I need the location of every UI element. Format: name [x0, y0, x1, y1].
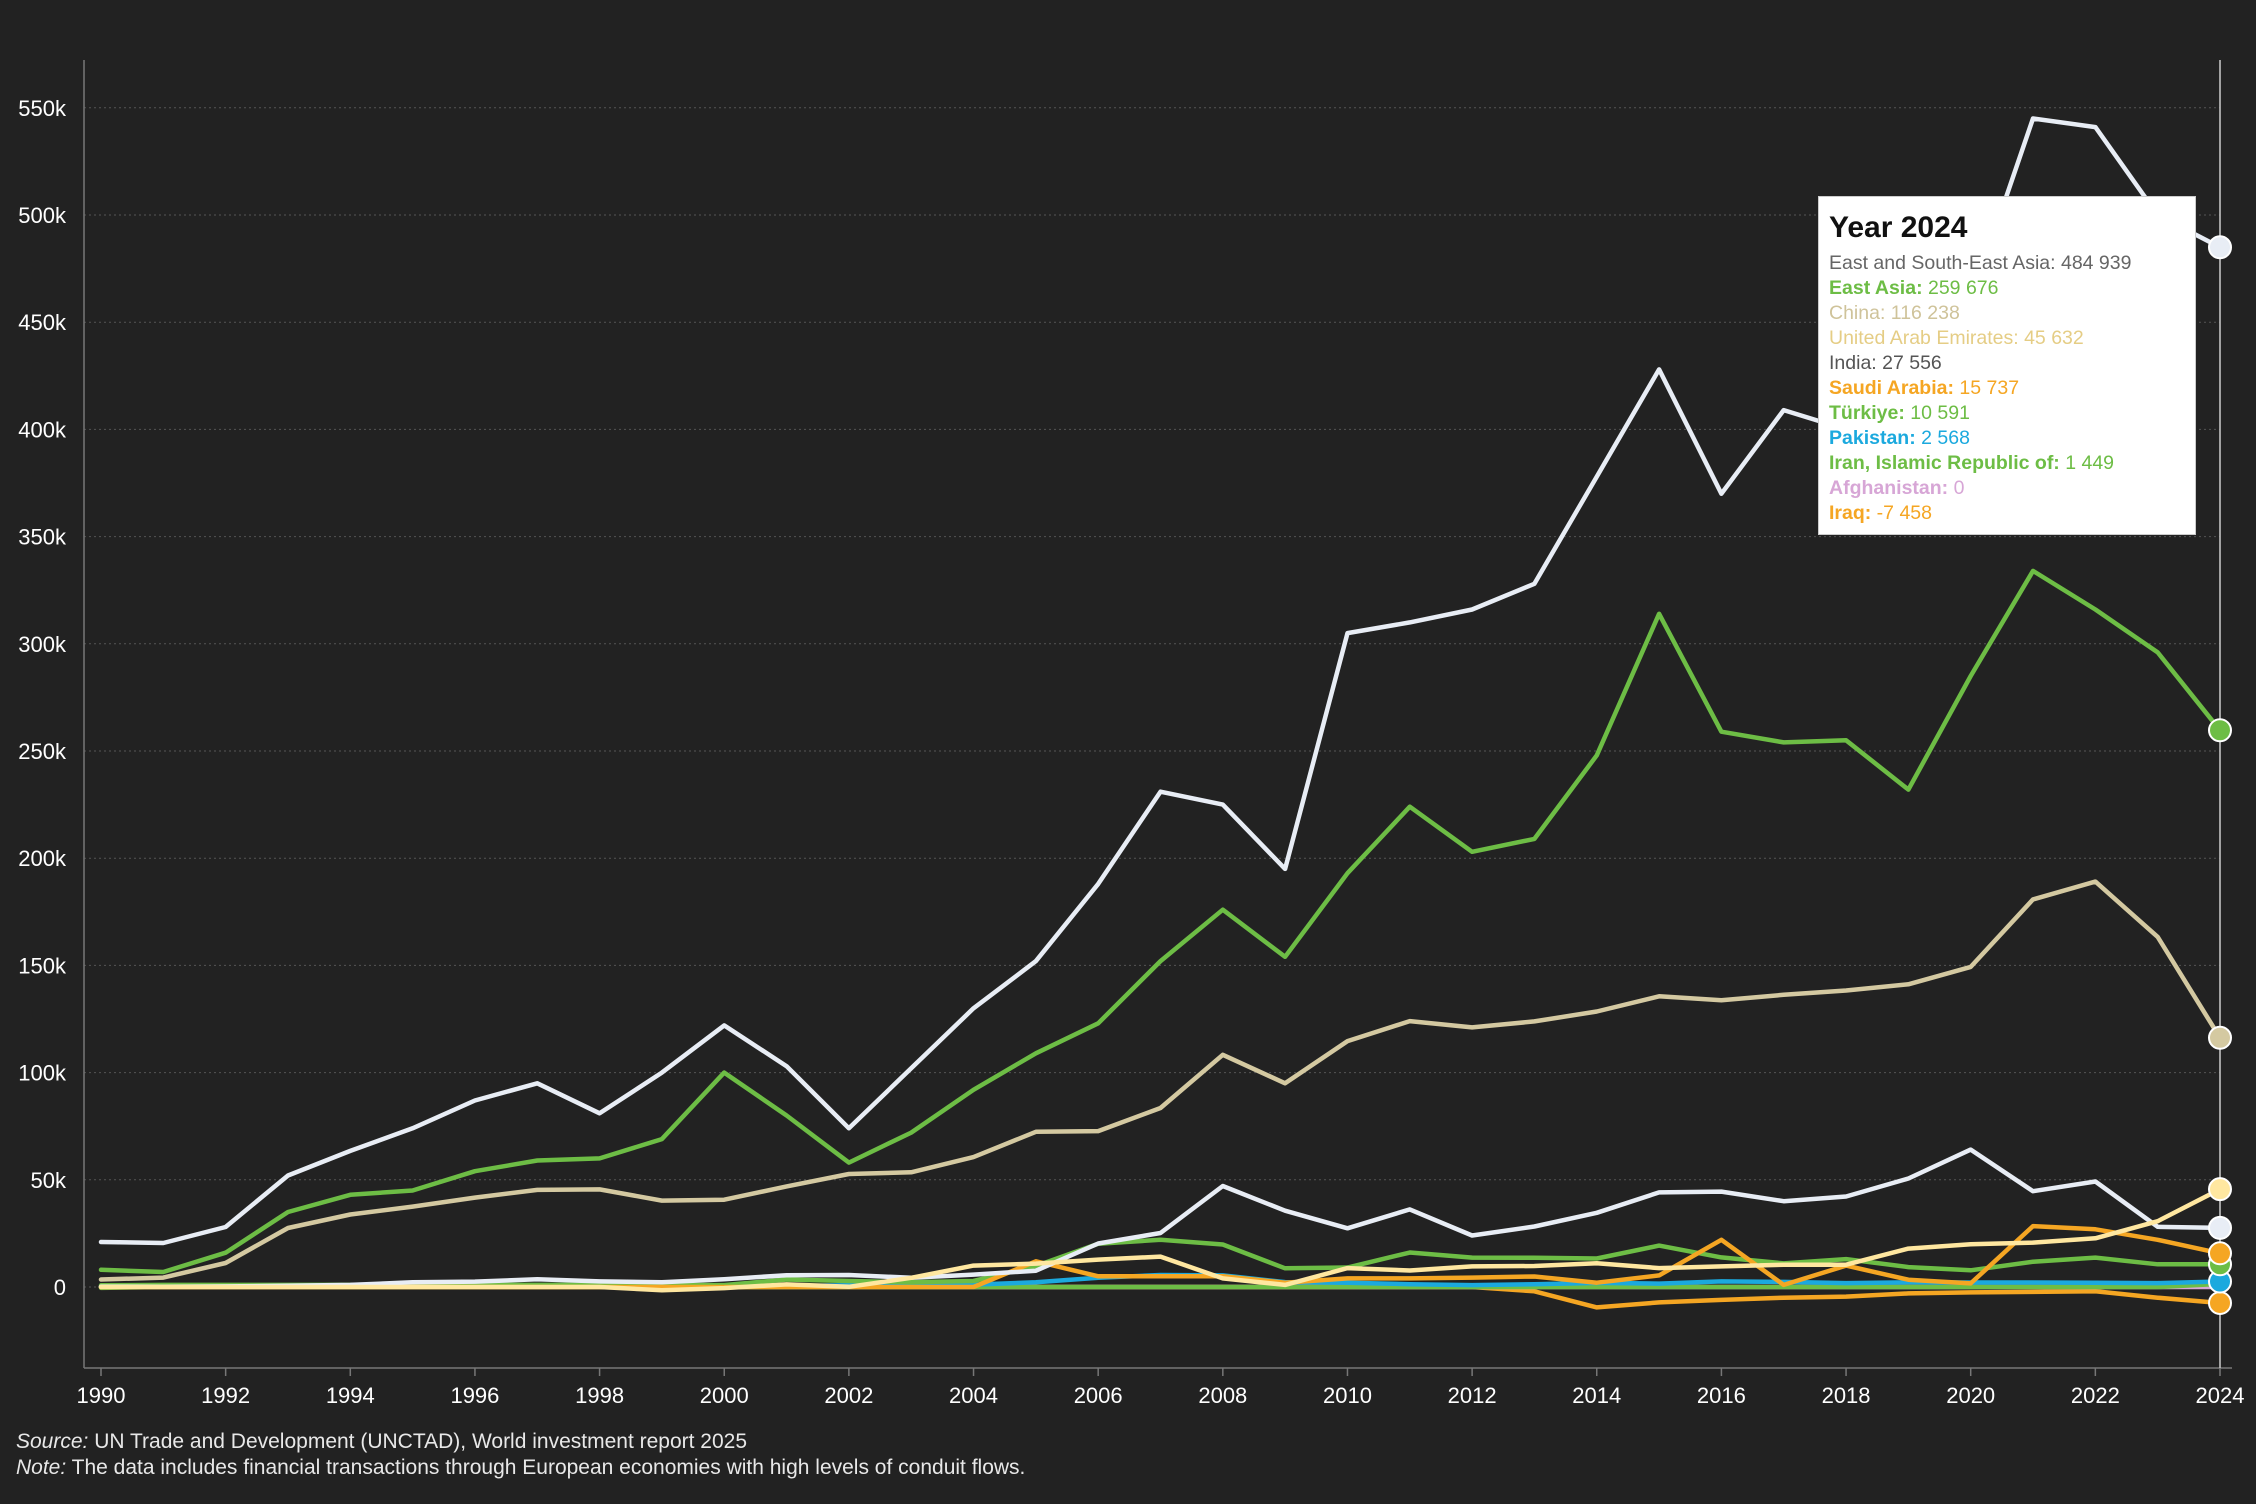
tooltip-row-label: China: [1829, 302, 1886, 324]
tooltip-title: Year 2024 [1829, 211, 1968, 244]
x-tick-label: 2010 [1323, 1383, 1372, 1408]
tooltip-row: United Arab Emirates: 45 632 [1829, 326, 2185, 351]
tooltip-row: Pakistan: 2 568 [1829, 426, 2185, 451]
tooltip-row-value: 15 737 [1953, 377, 2020, 399]
y-tick-label: 50k [31, 1168, 67, 1193]
note-line: Note: The data includes financial transa… [16, 1455, 1025, 1481]
x-tick-label: 2014 [1572, 1383, 1621, 1408]
x-tick-label: 1996 [450, 1383, 499, 1408]
highlight-marker[interactable] [2208, 1215, 2232, 1240]
x-tick-label: 1992 [201, 1383, 250, 1408]
highlight-marker[interactable] [2208, 1025, 2232, 1050]
y-tick-label: 0 [54, 1275, 66, 1300]
footer: Source: UN Trade and Development (UNCTAD… [16, 1429, 1025, 1481]
tooltip-row: Afghanistan: 0 [1829, 476, 2185, 501]
tooltip-row-value: 45 632 [2018, 327, 2084, 349]
source-text: UN Trade and Development (UNCTAD), World… [88, 1430, 748, 1453]
x-tick-label: 2022 [2071, 1383, 2120, 1408]
note-text: The data includes financial transactions… [66, 1456, 1026, 1479]
highlight-marker[interactable] [2208, 718, 2232, 743]
series-line-iraq[interactable] [98, 1284, 2223, 1310]
x-tick-label: 1990 [77, 1383, 126, 1408]
tooltip-row: Iran, Islamic Republic of: 1 449 [1829, 451, 2185, 476]
tooltip-row: East and South-East Asia: 484 939 [1829, 251, 2185, 276]
series-line-east-asia[interactable] [98, 568, 2223, 1275]
tooltip-row: Saudi Arabia: 15 737 [1829, 376, 2185, 401]
tooltip-row-value: 484 939 [2055, 252, 2132, 274]
axes [83, 60, 2232, 1369]
y-tick-label: 300k [18, 632, 67, 657]
y-tick-label: 500k [18, 203, 67, 228]
y-tick-label: 250k [18, 739, 67, 764]
x-tick-label: 2002 [824, 1383, 873, 1408]
tooltip-row: China: 116 238 [1829, 301, 2185, 326]
tooltip-rows: East and South-East Asia: 484 939 East As… [1829, 251, 2185, 526]
x-tick-label: 2018 [1822, 1383, 1871, 1408]
tooltip-row: Iraq: -7 458 [1829, 501, 2185, 526]
tooltip-row: East Asia: 259 676 [1829, 276, 2185, 301]
tooltip-row-value: 1 449 [2059, 452, 2115, 474]
highlight-marker[interactable] [2208, 235, 2232, 260]
tooltip-row-label: Iran, Islamic Republic of: [1829, 452, 2060, 474]
tooltip-row: Türkiye: 10 591 [1829, 401, 2185, 426]
tooltip-row-value: 10 591 [1904, 402, 1970, 424]
tooltip-row-label: Saudi Arabia: [1829, 377, 1954, 399]
tooltip-row-value: 27 556 [1876, 352, 1942, 374]
x-tick-label: 2006 [1074, 1383, 1123, 1408]
source-label: Source: [16, 1430, 89, 1453]
tooltip-row-value: 116 238 [1885, 302, 1960, 324]
tooltip-row-label: Türkiye: [1829, 402, 1905, 424]
highlight-markers[interactable] [2208, 235, 2232, 1315]
tooltip-row-label: East Asia: [1829, 277, 1923, 299]
x-tick-label: 2000 [700, 1383, 749, 1408]
tooltip-row-label: United Arab Emirates: [1829, 327, 2019, 349]
highlight-marker[interactable] [2208, 1177, 2232, 1202]
y-tick-label: 100k [18, 1061, 67, 1086]
x-tick-label: 2012 [1448, 1383, 1497, 1408]
tooltip-row-label: East and South-East Asia: [1829, 252, 2056, 274]
y-tick-label: 550k [18, 96, 67, 121]
x-tick-label: 1994 [326, 1383, 375, 1408]
y-tick-label: 200k [18, 846, 67, 871]
note-label: Note: [16, 1456, 67, 1479]
y-tick-label: 400k [18, 417, 67, 442]
tooltip-row-value: 0 [1948, 477, 1965, 499]
source-line: Source: UN Trade and Development (UNCTAD… [16, 1429, 1025, 1455]
tooltip-row: India: 27 556 [1829, 351, 2185, 376]
y-tick-label: 450k [18, 310, 67, 335]
tooltip-row-value: 259 676 [1922, 277, 1999, 299]
highlight-marker[interactable] [2208, 1241, 2232, 1266]
series-line-china[interactable] [98, 879, 2223, 1282]
x-tick-label: 2024 [2196, 1383, 2245, 1408]
x-tick-label: 2004 [949, 1383, 998, 1408]
tooltip-row-label: Pakistan: [1829, 427, 1916, 449]
grid-lines [84, 107, 2220, 1288]
series-lines[interactable] [98, 116, 2223, 1310]
y-tick-label: 150k [18, 953, 67, 978]
x-tick-label: 2016 [1697, 1383, 1746, 1408]
tooltip-row-label: Afghanistan: [1829, 477, 1949, 499]
x-tick-label: 2020 [1946, 1383, 1995, 1408]
tooltip: Year 2024 East and South-East Asia: 484 … [1818, 196, 2196, 535]
tooltip-row-value: -7 458 [1871, 502, 1932, 524]
tooltip-row-label: Iraq: [1829, 502, 1872, 524]
tooltip-row-value: 2 568 [1915, 427, 1970, 449]
x-tick-label: 2008 [1198, 1383, 1247, 1408]
series-line-united-arab-emirates[interactable] [98, 1186, 2223, 1293]
x-tick-label: 1998 [575, 1383, 624, 1408]
highlight-marker[interactable] [2208, 1290, 2232, 1315]
x-axis-tick-labels: 1990 1992 1994 1996 1998 2000 2002 2004 2006 2008… [77, 1368, 2245, 1408]
series-line-india[interactable] [98, 1147, 2223, 1290]
tooltip-row-label: India: [1829, 352, 1877, 374]
y-tick-label: 350k [18, 525, 67, 550]
y-axis-tick-labels: 0 50k 100k 150k 200k 250k 300k 350k 400k 450k 500k… [18, 96, 67, 1300]
